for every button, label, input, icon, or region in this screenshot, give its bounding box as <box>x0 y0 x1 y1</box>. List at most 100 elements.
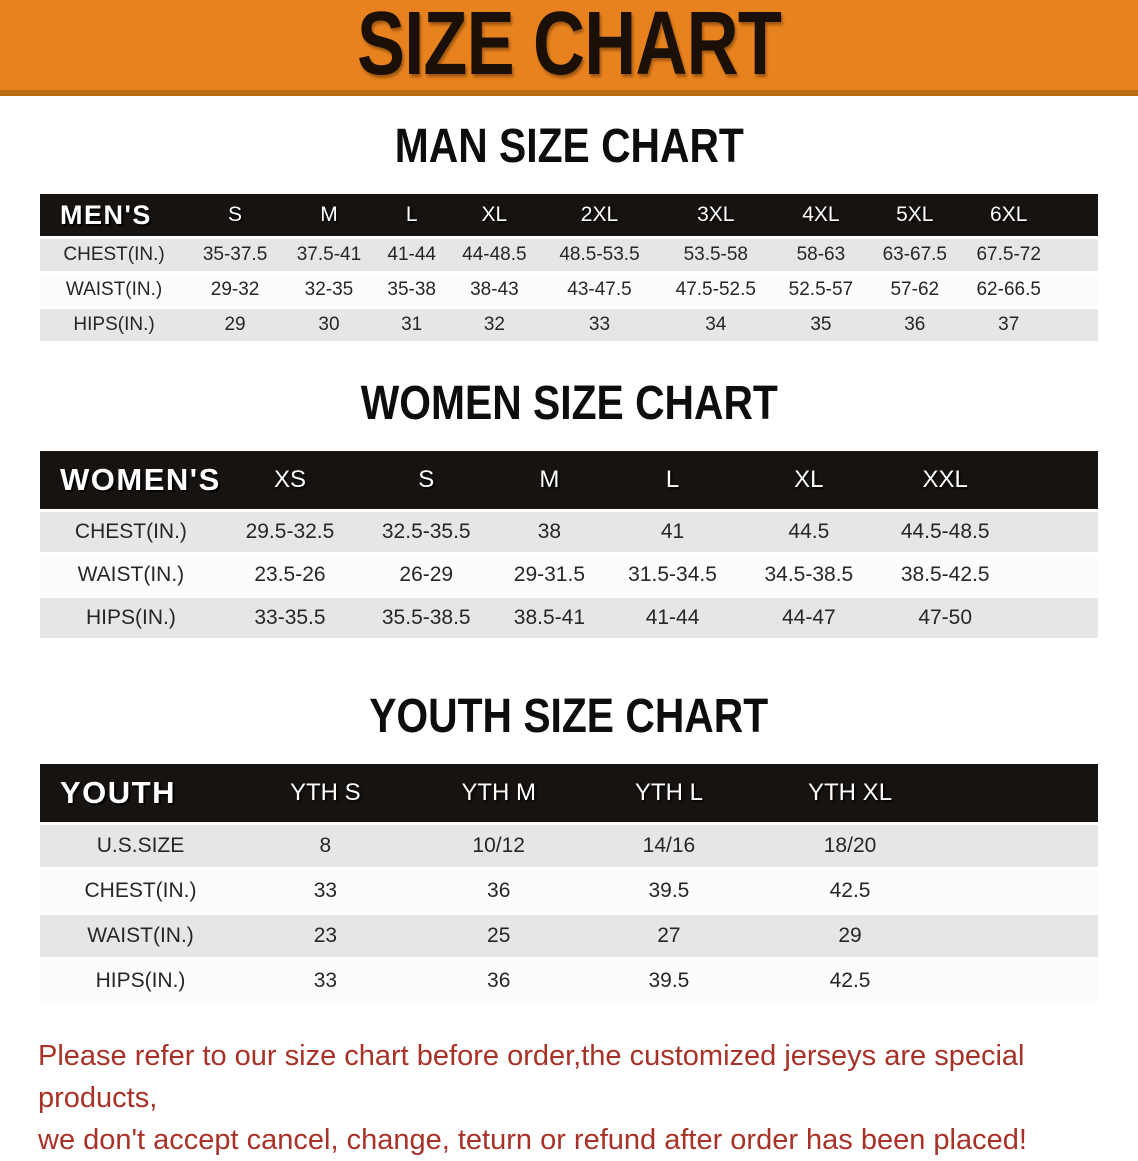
header-spacer <box>1013 451 1098 509</box>
size-value: 26-29 <box>399 563 454 586</box>
size-value: 33-35.5 <box>254 606 326 629</box>
size-value: 33 <box>588 314 611 335</box>
size-value: 48.5-53.5 <box>559 244 640 265</box>
size-value: 36 <box>487 969 511 992</box>
row-spacer <box>950 825 1098 867</box>
size-value: 67.5-72 <box>976 244 1041 265</box>
row-spacer <box>1013 555 1098 595</box>
size-value: 47-50 <box>918 606 973 629</box>
size-value: 63-67.5 <box>882 244 948 265</box>
mens-size-table: MEN'S S M L XL 2XL 3XL 4XL 5XL 6XL CHEST(IN.) 35-37… <box>40 191 1098 344</box>
size-value: 35 <box>810 314 832 335</box>
size-value: 41-44 <box>645 606 700 629</box>
size-value: 42.5 <box>829 879 871 902</box>
size-column-header: 6XL <box>961 194 1056 236</box>
womens-size-table: WOMEN'S XS S M L XL XXL CHEST(IN.) 29.5-32.5 32.5… <box>40 448 1098 641</box>
youth-section-heading-text: YOUTH SIZE CHART <box>369 690 769 743</box>
table-row: CHEST(IN.) 33 36 39.5 42.5 <box>40 870 1098 912</box>
table-group-label: WOMEN'S <box>40 451 222 509</box>
size-value: 25 <box>487 924 511 947</box>
size-value: 44-48.5 <box>462 244 527 265</box>
table-header-row: MEN'S S M L XL 2XL 3XL 4XL 5XL 6XL <box>40 194 1098 236</box>
table-row: WAIST(IN.) 23 25 27 29 <box>40 915 1098 957</box>
size-column-header: 3XL <box>657 194 774 236</box>
size-value: 29-31.5 <box>513 563 586 586</box>
row-spacer <box>950 870 1098 912</box>
size-value: 37 <box>998 314 1020 335</box>
row-spacer <box>1013 598 1098 638</box>
size-value: 44.5 <box>788 520 830 543</box>
size-value: 53.5-58 <box>683 244 749 265</box>
row-label: CHEST(IN.) <box>63 244 165 265</box>
size-value: 31 <box>401 314 423 335</box>
header-spacer <box>1055 194 1098 236</box>
row-spacer <box>1056 239 1098 271</box>
size-value: 36 <box>904 314 926 335</box>
size-value: 10/12 <box>472 834 525 857</box>
size-value: 62-66.5 <box>976 279 1041 300</box>
size-value: 43-47.5 <box>567 279 632 300</box>
size-value: 38.5-41 <box>513 606 586 629</box>
size-column-header: M <box>282 194 376 236</box>
size-column-header: S <box>358 451 495 509</box>
size-column-header: YTH XL <box>750 764 950 822</box>
row-label: U.S.SIZE <box>96 834 185 857</box>
size-column-header: M <box>494 451 605 509</box>
size-value: 33 <box>313 969 338 992</box>
size-value: 37.5-41 <box>296 244 362 265</box>
table-header-row: YOUTH YTH S YTH M YTH L YTH XL <box>40 764 1098 822</box>
size-value: 44.5-48.5 <box>900 520 990 543</box>
row-label: WAIST(IN.) <box>65 279 163 300</box>
table-row: WAIST(IN.) 23.5-26 26-29 29-31.5 31.5-34.5 34… <box>40 555 1098 595</box>
size-column-header: 4XL <box>773 194 868 236</box>
size-value: 35-37.5 <box>202 244 268 265</box>
row-label: HIPS(IN.) <box>95 969 186 992</box>
man-section-heading: MAN SIZE CHART <box>0 123 1138 171</box>
table-row: HIPS(IN.) 29 30 31 32 33 34 35 36 37 <box>40 309 1098 341</box>
size-column-header: XXL <box>877 451 1014 509</box>
size-value: 29-32 <box>210 279 260 300</box>
size-value: 36 <box>487 879 511 902</box>
size-column-header: 5XL <box>867 194 962 236</box>
header-spacer <box>949 764 1098 822</box>
size-value: 44-47 <box>781 606 836 629</box>
size-value: 39.5 <box>648 969 690 992</box>
women-section-heading: WOMEN SIZE CHART <box>0 380 1138 428</box>
table-header-row: WOMEN'S XS S M L XL XXL <box>40 451 1098 509</box>
row-label: WAIST(IN.) <box>77 563 185 586</box>
row-label: HIPS(IN.) <box>85 606 176 629</box>
size-value: 42.5 <box>829 969 871 992</box>
youth-size-table: YOUTH YTH S YTH M YTH L YTH XL U.S.SIZE 8 10/12… <box>40 761 1098 1005</box>
size-value: 34.5-38.5 <box>764 563 854 586</box>
size-value: 58-63 <box>796 244 846 265</box>
size-value: 33 <box>313 879 338 902</box>
size-value: 8 <box>319 834 332 857</box>
size-value: 27 <box>657 924 681 947</box>
size-column-header: YTH L <box>587 764 751 822</box>
size-value: 38-43 <box>470 279 519 300</box>
size-column-header: XL <box>447 194 542 236</box>
disclaimer-line-2: we don't accept cancel, change, teturn o… <box>38 1124 1027 1157</box>
table-row: U.S.SIZE 8 10/12 14/16 18/20 <box>40 825 1098 867</box>
table-row: HIPS(IN.) 33-35.5 35.5-38.5 38.5-41 41-44 44-… <box>40 598 1098 638</box>
table-row: HIPS(IN.) 33 36 39.5 42.5 <box>40 960 1098 1002</box>
size-value: 38 <box>537 520 562 543</box>
youth-section-heading: YOUTH SIZE CHART <box>0 693 1138 741</box>
size-value: 29.5-32.5 <box>245 520 335 543</box>
size-value: 47.5-52.5 <box>675 279 756 300</box>
size-value: 35.5-38.5 <box>381 606 471 629</box>
size-value: 29 <box>838 924 862 947</box>
row-spacer <box>1056 309 1098 341</box>
size-value: 18/20 <box>823 834 877 857</box>
row-label: WAIST(IN.) <box>87 924 194 947</box>
size-value: 57-62 <box>890 279 940 300</box>
size-value: 23 <box>313 924 338 947</box>
size-chart-banner: SIZE CHART <box>0 0 1138 96</box>
size-value: 23.5-26 <box>254 563 326 586</box>
order-disclaimer: Please refer to our size chart before or… <box>38 1035 1100 1161</box>
row-spacer <box>950 915 1098 957</box>
table-row: CHEST(IN.) 35-37.5 37.5-41 41-44 44-48.5 48.5… <box>40 239 1098 271</box>
banner-title: SIZE CHART <box>357 0 782 95</box>
size-value: 52.5-57 <box>788 279 854 300</box>
row-spacer <box>1013 512 1098 552</box>
